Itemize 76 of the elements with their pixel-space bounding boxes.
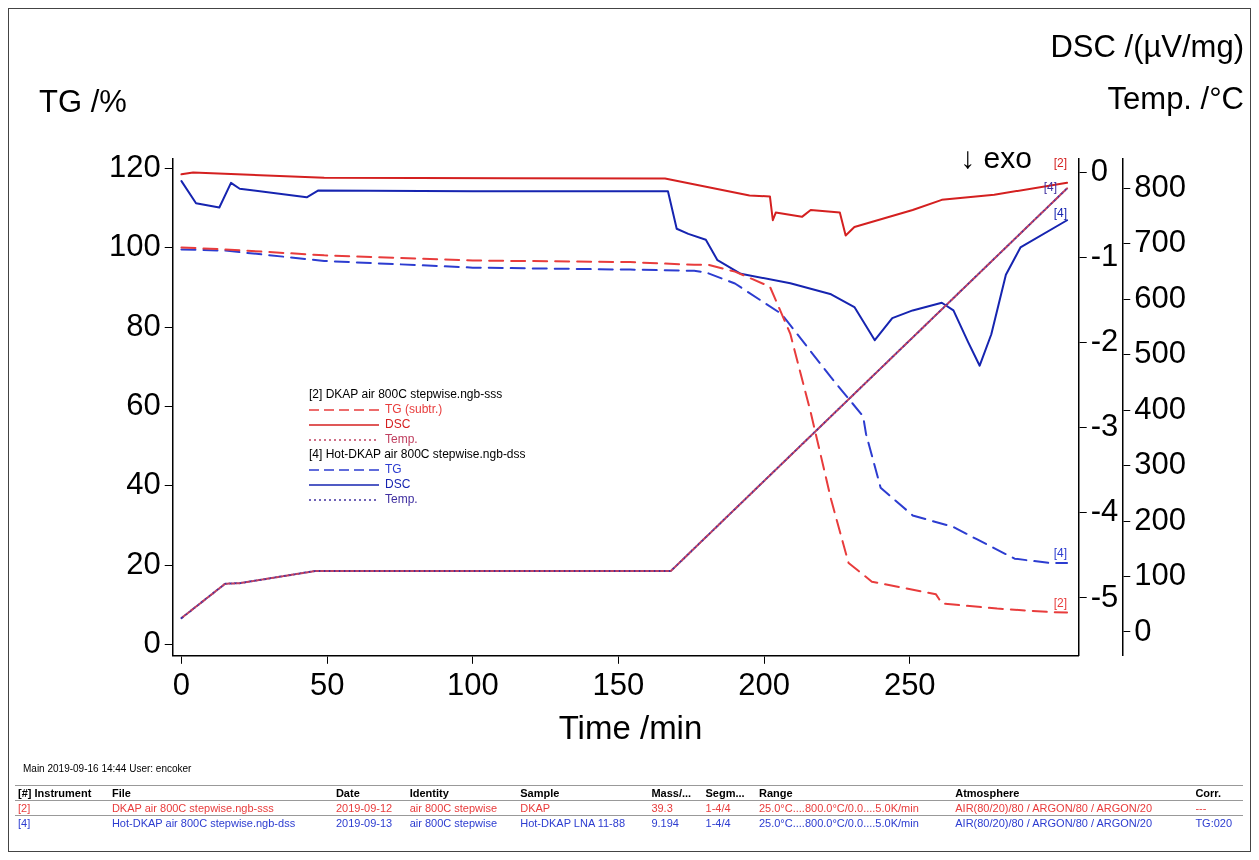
x-tick-label: 0 <box>172 666 191 702</box>
text: DKAP air 800C stepwise.ngb-sss <box>110 801 275 816</box>
y3-axis-title: Temp. /°C <box>1107 81 1244 117</box>
y-tick-label: 120 <box>108 149 161 185</box>
text: [#] Instrument <box>17 786 93 801</box>
text: TG (subtr.) <box>385 402 443 417</box>
y2-tick-label: -3 <box>1090 408 1119 444</box>
text: 1-4/4 <box>704 816 732 830</box>
y3-tick-label: 800 <box>1134 168 1187 204</box>
text: Main 2019-09-16 14:44 User: encoker <box>23 763 192 774</box>
text: Hot-DKAP air 800C stepwise.ngb-dss <box>110 816 297 830</box>
annotation: [2] <box>1053 595 1068 610</box>
text: 39.3 <box>650 801 674 816</box>
y3-tick-label: 700 <box>1134 224 1187 260</box>
text: File <box>110 786 132 801</box>
y-tick-label: 0 <box>143 624 161 660</box>
y-tick-label: 80 <box>126 307 161 343</box>
annotation: [2] <box>1053 156 1068 171</box>
y-tick-label: 40 <box>126 466 161 502</box>
x-tick-label: 150 <box>592 666 645 702</box>
text: 25.0°C....800.0°C/0.0....5.0K/min <box>757 801 920 816</box>
text: Hot-DKAP LNA 11-88 <box>519 816 626 830</box>
text: Temp. <box>385 432 418 447</box>
text: --- <box>1194 801 1208 816</box>
annotation: [4] <box>1053 205 1068 220</box>
y-tick-label: 100 <box>108 228 161 264</box>
x-tick-label: 50 <box>309 666 345 702</box>
x-tick-label: 200 <box>738 666 790 702</box>
annotation: ↓ exo <box>960 141 1032 175</box>
x-tick-label: 100 <box>446 666 499 702</box>
y3-tick-label: 600 <box>1134 279 1187 315</box>
y-tick-label: 60 <box>126 386 161 422</box>
y3-tick-label: 300 <box>1134 446 1187 482</box>
text: Segm... <box>704 786 746 801</box>
annotation: [4] <box>1053 546 1068 561</box>
text: Identity <box>408 786 450 801</box>
text: Date <box>334 786 361 801</box>
text: Sample <box>519 786 561 801</box>
text: air 800C stepwise <box>408 801 499 816</box>
y-tick-label: 20 <box>126 545 161 581</box>
y3-tick-label: 200 <box>1134 501 1187 537</box>
y2-tick-label: -2 <box>1090 323 1119 359</box>
text: Corr. <box>1194 786 1223 801</box>
y2-tick-label: -5 <box>1090 578 1119 614</box>
y2-tick-label: -4 <box>1090 493 1119 529</box>
x-axis-title: Time /min <box>557 709 704 747</box>
y2-tick-label: -1 <box>1090 238 1119 274</box>
text: Range <box>757 786 794 801</box>
text: air 800C stepwise <box>408 816 499 830</box>
y-axis-title: TG /% <box>39 84 127 120</box>
text: DKAP <box>519 801 552 816</box>
text: DSC <box>385 417 411 432</box>
text: [2] <box>17 801 32 816</box>
text: 2019-09-12 <box>334 801 394 816</box>
text: AIR(80/20)/80 / ARGON/80 / ARGON/20 <box>954 801 1154 816</box>
text: AIR(80/20)/80 / ARGON/80 / ARGON/20 <box>954 816 1154 830</box>
text: Mass/... <box>650 786 693 801</box>
y2-tick-label: 0 <box>1090 153 1108 189</box>
text: Atmosphere <box>954 786 1021 801</box>
y2-axis-title: DSC /(µV/mg) <box>1050 29 1244 65</box>
y3-tick-label: 400 <box>1134 390 1187 426</box>
annotation: [4] Hot-DKAP air 800C stepwise.ngb-dss <box>309 447 526 462</box>
y3-tick-label: 100 <box>1134 557 1187 593</box>
text: TG:020 <box>1194 816 1234 830</box>
text: 2019-09-13 <box>334 816 394 830</box>
text: 9.194 <box>650 816 680 830</box>
y3-tick-label: 500 <box>1134 335 1187 371</box>
x-tick-label: 250 <box>883 666 936 702</box>
annotation: [2] DKAP air 800C stepwise.ngb-sss <box>309 387 504 402</box>
text: Temp. <box>385 492 418 507</box>
text: 1-4/4 <box>704 801 732 816</box>
text: 25.0°C....800.0°C/0.0....5.0K/min <box>757 816 920 830</box>
text: TG <box>385 462 402 477</box>
text: DSC <box>385 477 411 492</box>
text: [4] <box>17 816 32 830</box>
y3-tick-label: 0 <box>1134 612 1152 648</box>
